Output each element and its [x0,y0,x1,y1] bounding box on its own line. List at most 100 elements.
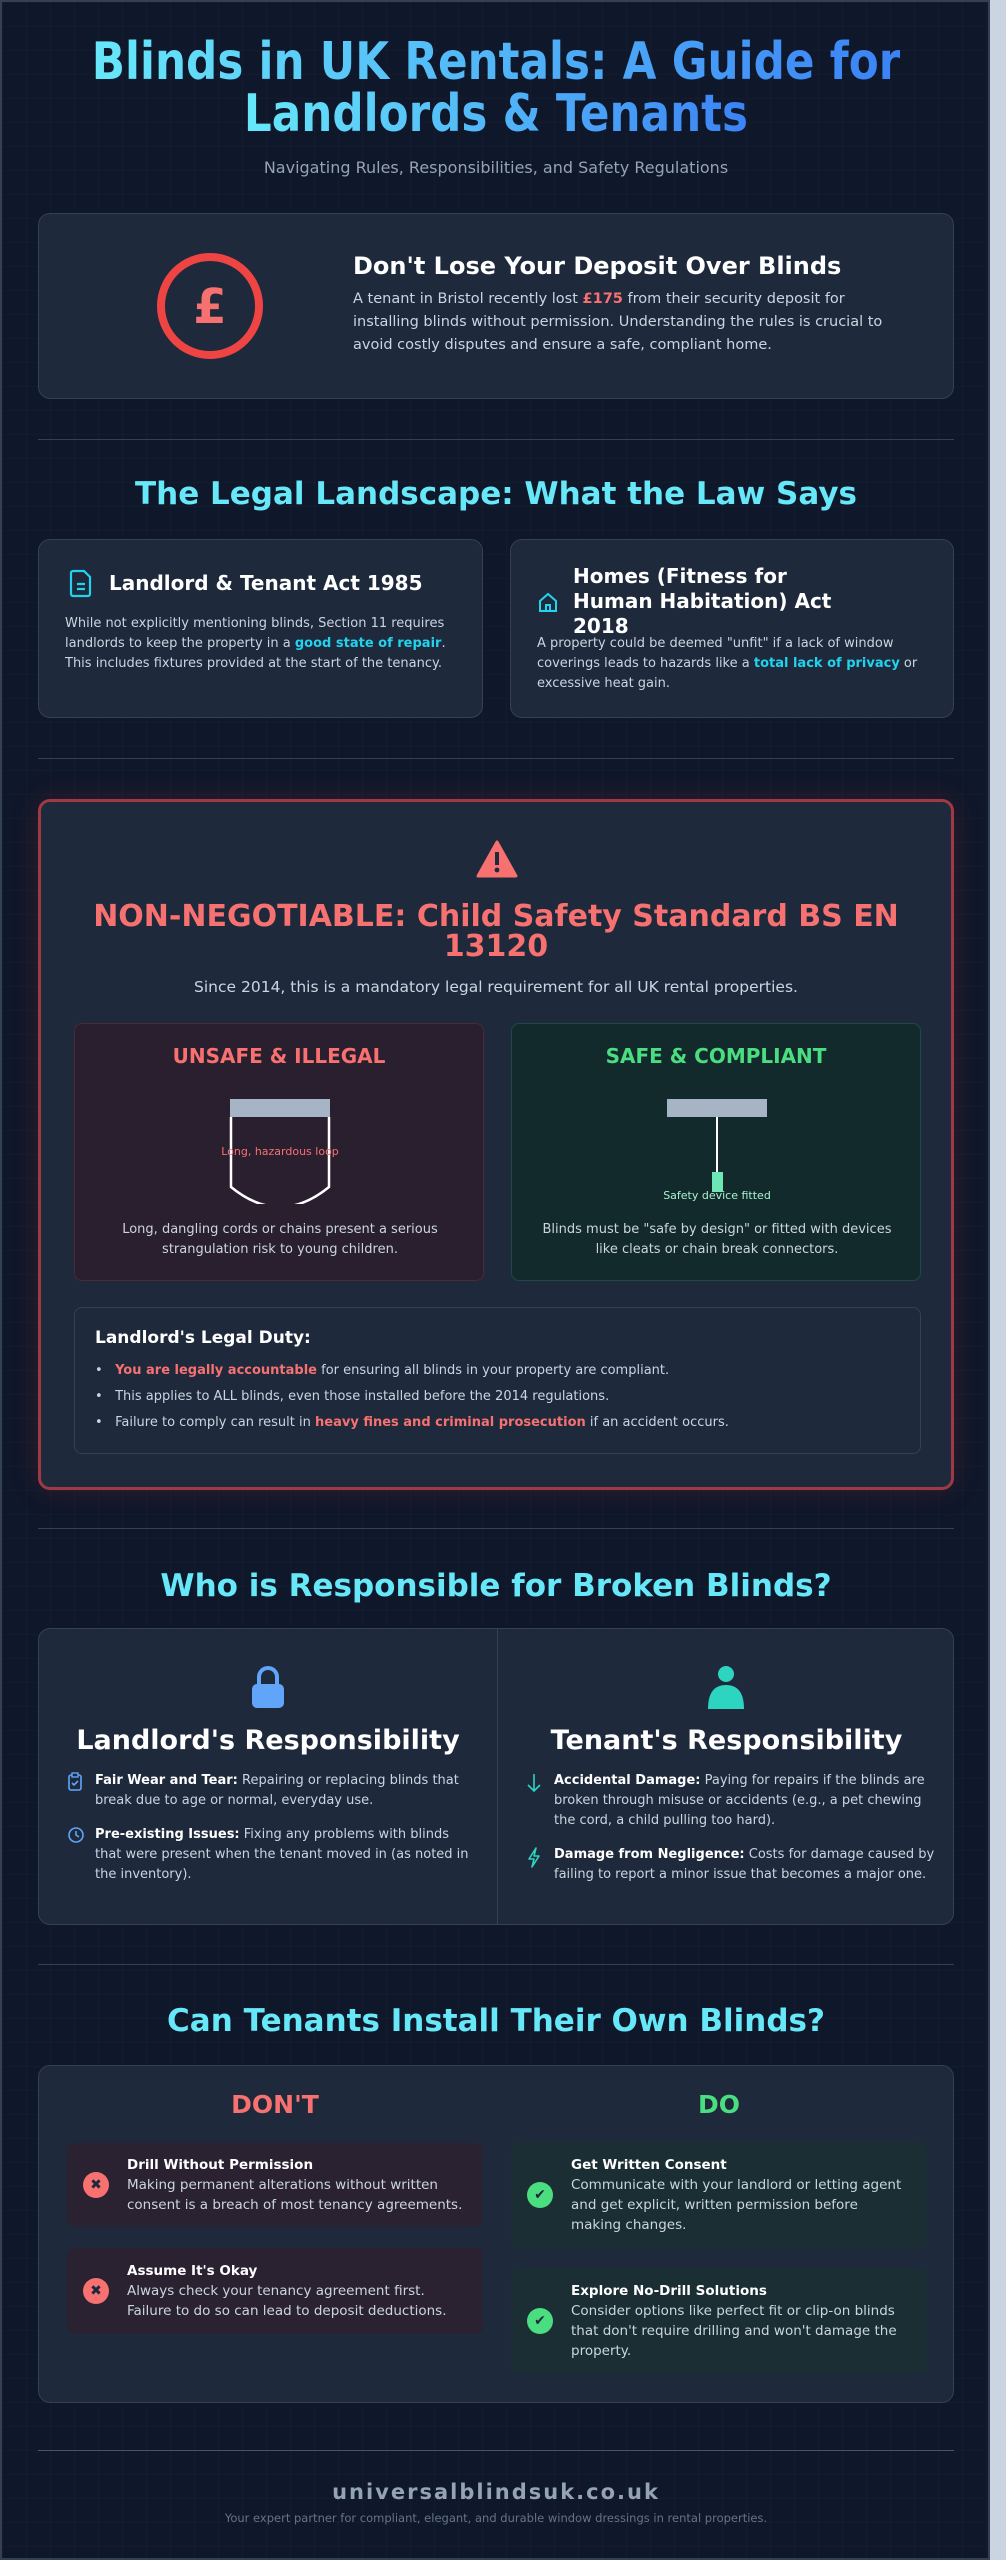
item-text: Paying for repairs if the blinds are bro… [554,1773,925,1828]
item-label: Fair Wear and Tear: [95,1773,238,1788]
safe-panel: SAFE & COMPLIANT Safety device fitted Bl… [511,1023,921,1281]
item-text: Fixing any problems with blinds that wer… [95,1827,469,1882]
pound-icon: £ [157,253,263,359]
arrow-down-icon [526,1771,554,1831]
card-title: Homes (Fitness for Human Habitation) Act… [573,564,832,638]
diagram-label: Long, hazardous loop [221,1145,339,1158]
text-part: . This includes fixtures provided at the… [65,636,446,671]
document-icon [69,569,92,598]
legal-heading: The Legal Landscape: What the Law Says [135,476,857,512]
x-icon: ✖ [83,2278,109,2304]
page-title: Blinds in UK Rentals: A Guide for Landlo… [38,36,954,140]
divider [38,1528,954,1529]
svg-text:£: £ [193,279,226,335]
clock-icon [67,1825,95,1885]
item-label: Accidental Damage: [554,1773,701,1788]
x-icon: ✖ [83,2172,109,2198]
text-part: This applies to ALL blinds, even those i… [115,1389,610,1404]
safety-subtitle: Since 2014, this is a mandatory legal re… [194,978,798,996]
item-title: Explore No-Drill Solutions [571,2283,767,2299]
text-part: Failure to comply can result in [115,1415,315,1430]
scrollbar[interactable] [990,0,1006,2560]
responsibility-heading: Who is Responsible for Broken Blinds? [160,1568,832,1604]
unsafe-text: Long, dangling cords or chains present a… [122,1222,438,1257]
text-part: While not explicitly mentioning blinds, … [65,616,445,651]
hero-text-part: A tenant in Bristol recently lost [353,291,583,307]
title-line-1: Blinds in UK Rentals: A Guide for [91,32,901,92]
do-title: DO [697,2090,740,2119]
safe-text: Blinds must be "safe by design" or fitte… [542,1222,892,1257]
item-title: Assume It's Okay [127,2263,258,2279]
safe-title: SAFE & COMPLIANT [605,1044,827,1068]
card-title: Landlord & Tenant Act 1985 [109,571,423,595]
landlord-title: Landlord's Responsibility [76,1725,460,1756]
child-safety-card: NON-NEGOTIABLE: Child Safety Standard BS… [38,799,954,1490]
deposit-amount: £175 [582,291,623,307]
deposit-hero-card: £ Don't Lose Your Deposit Over Blinds A … [38,213,954,399]
item-title: Get Written Consent [571,2157,727,2173]
page-subtitle: Navigating Rules, Responsibilities, and … [263,158,729,177]
landlord-list: Fair Wear and Tear: Repairing or replaci… [67,1771,477,1899]
item-text: Communicate with your landlord or lettin… [571,2177,902,2233]
item-label: Pre-existing Issues: [95,1827,240,1842]
hazardous-loop-diagram [229,1099,331,1204]
legal-card-2018: Homes (Fitness for Human Habitation) Act… [510,539,954,718]
highlight: heavy fines and criminal prosecution [315,1415,586,1430]
list-item: Fair Wear and Tear: Repairing or replaci… [67,1771,477,1811]
responsibility-card: Landlord's Responsibility Fair Wear and … [38,1628,954,1925]
item-text: Repairing or replacing blinds that break… [95,1773,459,1808]
footer-divider [38,2450,954,2451]
clipboard-check-icon [67,1771,95,1811]
item-text: Consider options like perfect fit or cli… [571,2303,897,2359]
warning-icon [476,840,518,878]
hero-text: A tenant in Bristol recently lost £175 f… [353,288,913,357]
duty-item: • Failure to comply can result in heavy … [95,1415,729,1430]
item-title: Drill Without Permission [127,2157,314,2173]
check-icon: ✔ [527,2182,553,2208]
item-label: Damage from Negligence: [554,1847,745,1862]
user-icon [708,1666,744,1709]
divider [38,439,954,440]
legal-card-1985: Landlord & Tenant Act 1985 While not exp… [38,539,483,718]
highlight: You are legally accountable [115,1363,317,1378]
highlight: total lack of privacy [753,656,900,671]
item-text: Making permanent alterations without wri… [127,2177,463,2213]
footer-tagline: Your expert partner for compliant, elega… [224,2511,768,2525]
duty-item: • This applies to ALL blinds, even those… [95,1389,610,1404]
dont-item: ✖ Drill Without Permission Making permanen… [67,2143,483,2227]
title-line-2-wrap: Landlords & Tenants [0,88,1000,140]
highlight: good state of repair [294,636,442,651]
card-text: A property could be deemed "unfit" if a … [537,634,937,694]
check-icon: ✔ [527,2308,553,2334]
hero-text-part: from their security deposit for installi… [353,291,883,353]
lock-icon [252,1666,284,1708]
install-card: DON'T DO ✖ Drill Without Permission Making… [38,2065,954,2403]
item-text: Costs for damage caused by failing to re… [554,1847,935,1882]
item-text: Always check your tenancy agreement firs… [127,2283,447,2319]
do-item: ✔ Explore No-Drill Solutions Consider opti… [511,2268,927,2374]
text-part: for ensuring all blinds in your property… [317,1363,670,1378]
title-line-2: Landlords & Tenants [243,84,749,144]
header: Blinds in UK Rentals: A Guide for Landlo… [38,36,954,177]
divider [38,758,954,759]
card-text: While not explicitly mentioning blinds, … [65,614,465,674]
hero-heading: Don't Lose Your Deposit Over Blinds [353,252,842,280]
duty-list: • You are legally accountable for ensuri… [95,1358,729,1436]
text-part: A property could be deemed "unfit" if a … [537,636,894,671]
home-icon [539,592,557,612]
dont-title: DON'T [231,2090,319,2119]
divider [38,1964,954,1965]
legal-duty-box: Landlord's Legal Duty: • You are legally… [74,1307,921,1454]
install-heading: Can Tenants Install Their Own Blinds? [167,2003,825,2039]
list-item: Damage from Negligence: Costs for damage… [526,1845,936,1885]
diagram-label: Safety device fitted [663,1189,771,1202]
duty-item: • You are legally accountable for ensuri… [95,1363,670,1378]
text-part: or excessive heat gain. [537,656,918,691]
lightning-icon [526,1845,554,1885]
unsafe-title: UNSAFE & ILLEGAL [172,1044,386,1068]
duty-title: Landlord's Legal Duty: [95,1328,311,1348]
do-item: ✔ Get Written Consent Communicate with you… [511,2142,927,2248]
dont-item: ✖ Assume It's Okay Always check your tenan… [67,2248,483,2334]
footer-domain[interactable]: universalblindsuk.co.uk [332,2480,660,2504]
